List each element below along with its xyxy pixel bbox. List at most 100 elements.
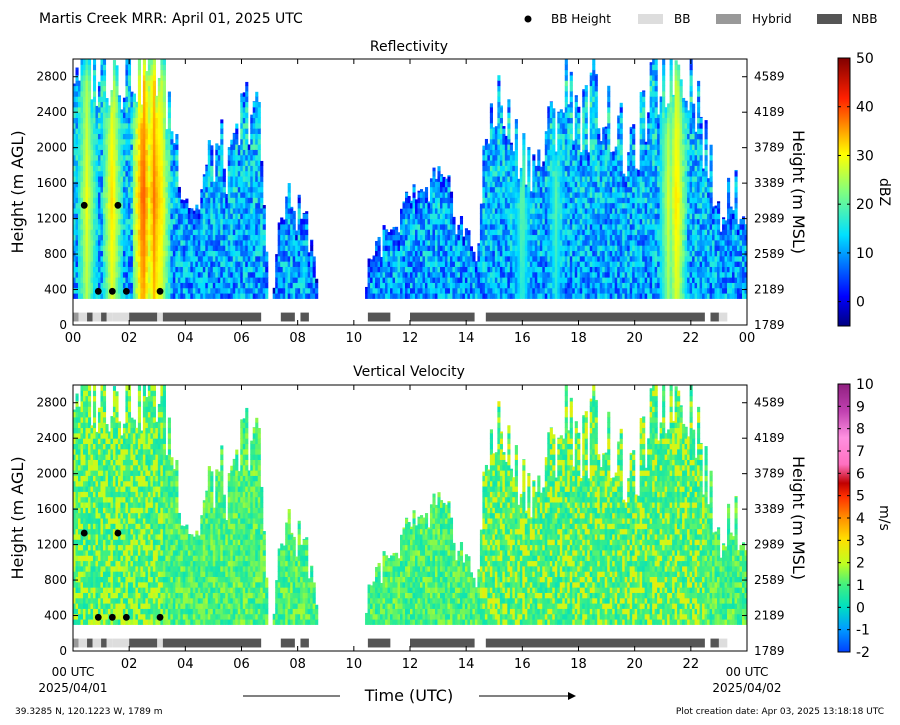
heat-cell (225, 193, 229, 198)
heat-cell (137, 85, 141, 92)
heat-cell (232, 271, 236, 278)
heat-cell (412, 277, 416, 283)
heat-cell (207, 250, 211, 257)
heat-cell (100, 287, 104, 294)
heat-cell (257, 213, 261, 220)
heat-cell (262, 271, 266, 278)
heat-cell (519, 245, 523, 252)
heat-cell (557, 144, 561, 150)
heat-cell (245, 186, 249, 193)
heat-cell (252, 176, 256, 182)
heat-cell (385, 277, 389, 283)
heat-cell (549, 138, 553, 145)
heat-cell (569, 128, 573, 134)
heat-cell (494, 126, 498, 129)
heat-cell (549, 133, 553, 140)
heat-cell (147, 117, 151, 124)
heat-cell (424, 197, 429, 204)
heat-cell (155, 218, 159, 225)
heat-cell (537, 149, 541, 156)
heat-cell (135, 234, 139, 241)
heat-cell (132, 202, 137, 209)
heat-cell (227, 271, 231, 278)
heat-cell (559, 176, 563, 182)
heat-cell (157, 160, 161, 166)
heat-cell (252, 277, 256, 283)
heat-cell (147, 218, 151, 225)
heat-cell (494, 133, 498, 140)
heat-cell (447, 218, 451, 225)
heat-cell (397, 250, 401, 257)
heat-cell (400, 282, 404, 289)
heat-cell (125, 186, 129, 193)
heat-cell (237, 154, 241, 161)
heat-cell (255, 223, 259, 230)
heat-cell (549, 271, 553, 278)
heat-cell (212, 197, 216, 204)
heat-cell (200, 229, 204, 236)
heat-cell (132, 277, 137, 283)
heat-cell (454, 261, 459, 267)
heat-cell (152, 59, 156, 65)
heat-cell (232, 266, 236, 273)
heat-cell (427, 207, 431, 214)
heat-cell (255, 293, 259, 299)
heat-cell (160, 74, 164, 81)
heat-cell (140, 218, 144, 225)
heat-cell (552, 207, 556, 214)
heat-cell (484, 223, 488, 230)
heat-cell (87, 165, 92, 172)
heat-cell (172, 239, 176, 246)
heat-cell (544, 245, 548, 252)
heat-cell (579, 207, 583, 214)
heat-cell (522, 144, 526, 150)
heat-cell (97, 144, 102, 150)
heat-cell (220, 218, 224, 225)
heat-cell (85, 101, 89, 108)
heat-cell (512, 213, 516, 220)
heat-cell (579, 170, 583, 177)
heat-cell (295, 250, 299, 257)
heat-cell (484, 293, 488, 299)
heat-cell (185, 218, 189, 225)
heat-cell (447, 223, 451, 230)
heat-cell (260, 202, 264, 209)
heat-cell (230, 186, 234, 193)
heat-cell (549, 160, 553, 166)
heat-cell (120, 165, 124, 172)
heat-cell (447, 207, 451, 214)
heat-cell (494, 234, 498, 241)
heat-cell (217, 293, 221, 299)
heat-cell (385, 245, 389, 252)
heat-cell (75, 245, 79, 252)
heat-cell (112, 181, 117, 188)
heat-cell (452, 277, 456, 283)
heat-cell (167, 287, 171, 294)
heat-cell (192, 255, 196, 262)
heat-cell (73, 154, 77, 161)
heat-cell (449, 277, 454, 283)
heat-cell (137, 154, 141, 161)
heat-cell (427, 234, 431, 241)
heat-cell (190, 245, 194, 252)
heat-cell (484, 197, 488, 204)
heat-cell (569, 197, 573, 204)
heat-cell (502, 223, 506, 230)
heat-cell (92, 74, 97, 81)
heat-cell (117, 271, 122, 278)
heat-cell (100, 207, 104, 214)
heat-cell (240, 250, 244, 257)
heat-cell (444, 178, 449, 182)
heat-cell (492, 271, 496, 278)
heat-cell (499, 287, 503, 294)
heat-cell (157, 223, 161, 230)
heat-cell (380, 266, 384, 273)
heat-cell (522, 266, 526, 273)
heat-cell (417, 287, 421, 294)
heat-cell (115, 101, 119, 108)
heat-cell (487, 154, 491, 161)
heat-cell (77, 170, 82, 177)
heat-cell (519, 234, 523, 241)
heat-cell (150, 271, 154, 278)
heat-cell (175, 223, 179, 230)
